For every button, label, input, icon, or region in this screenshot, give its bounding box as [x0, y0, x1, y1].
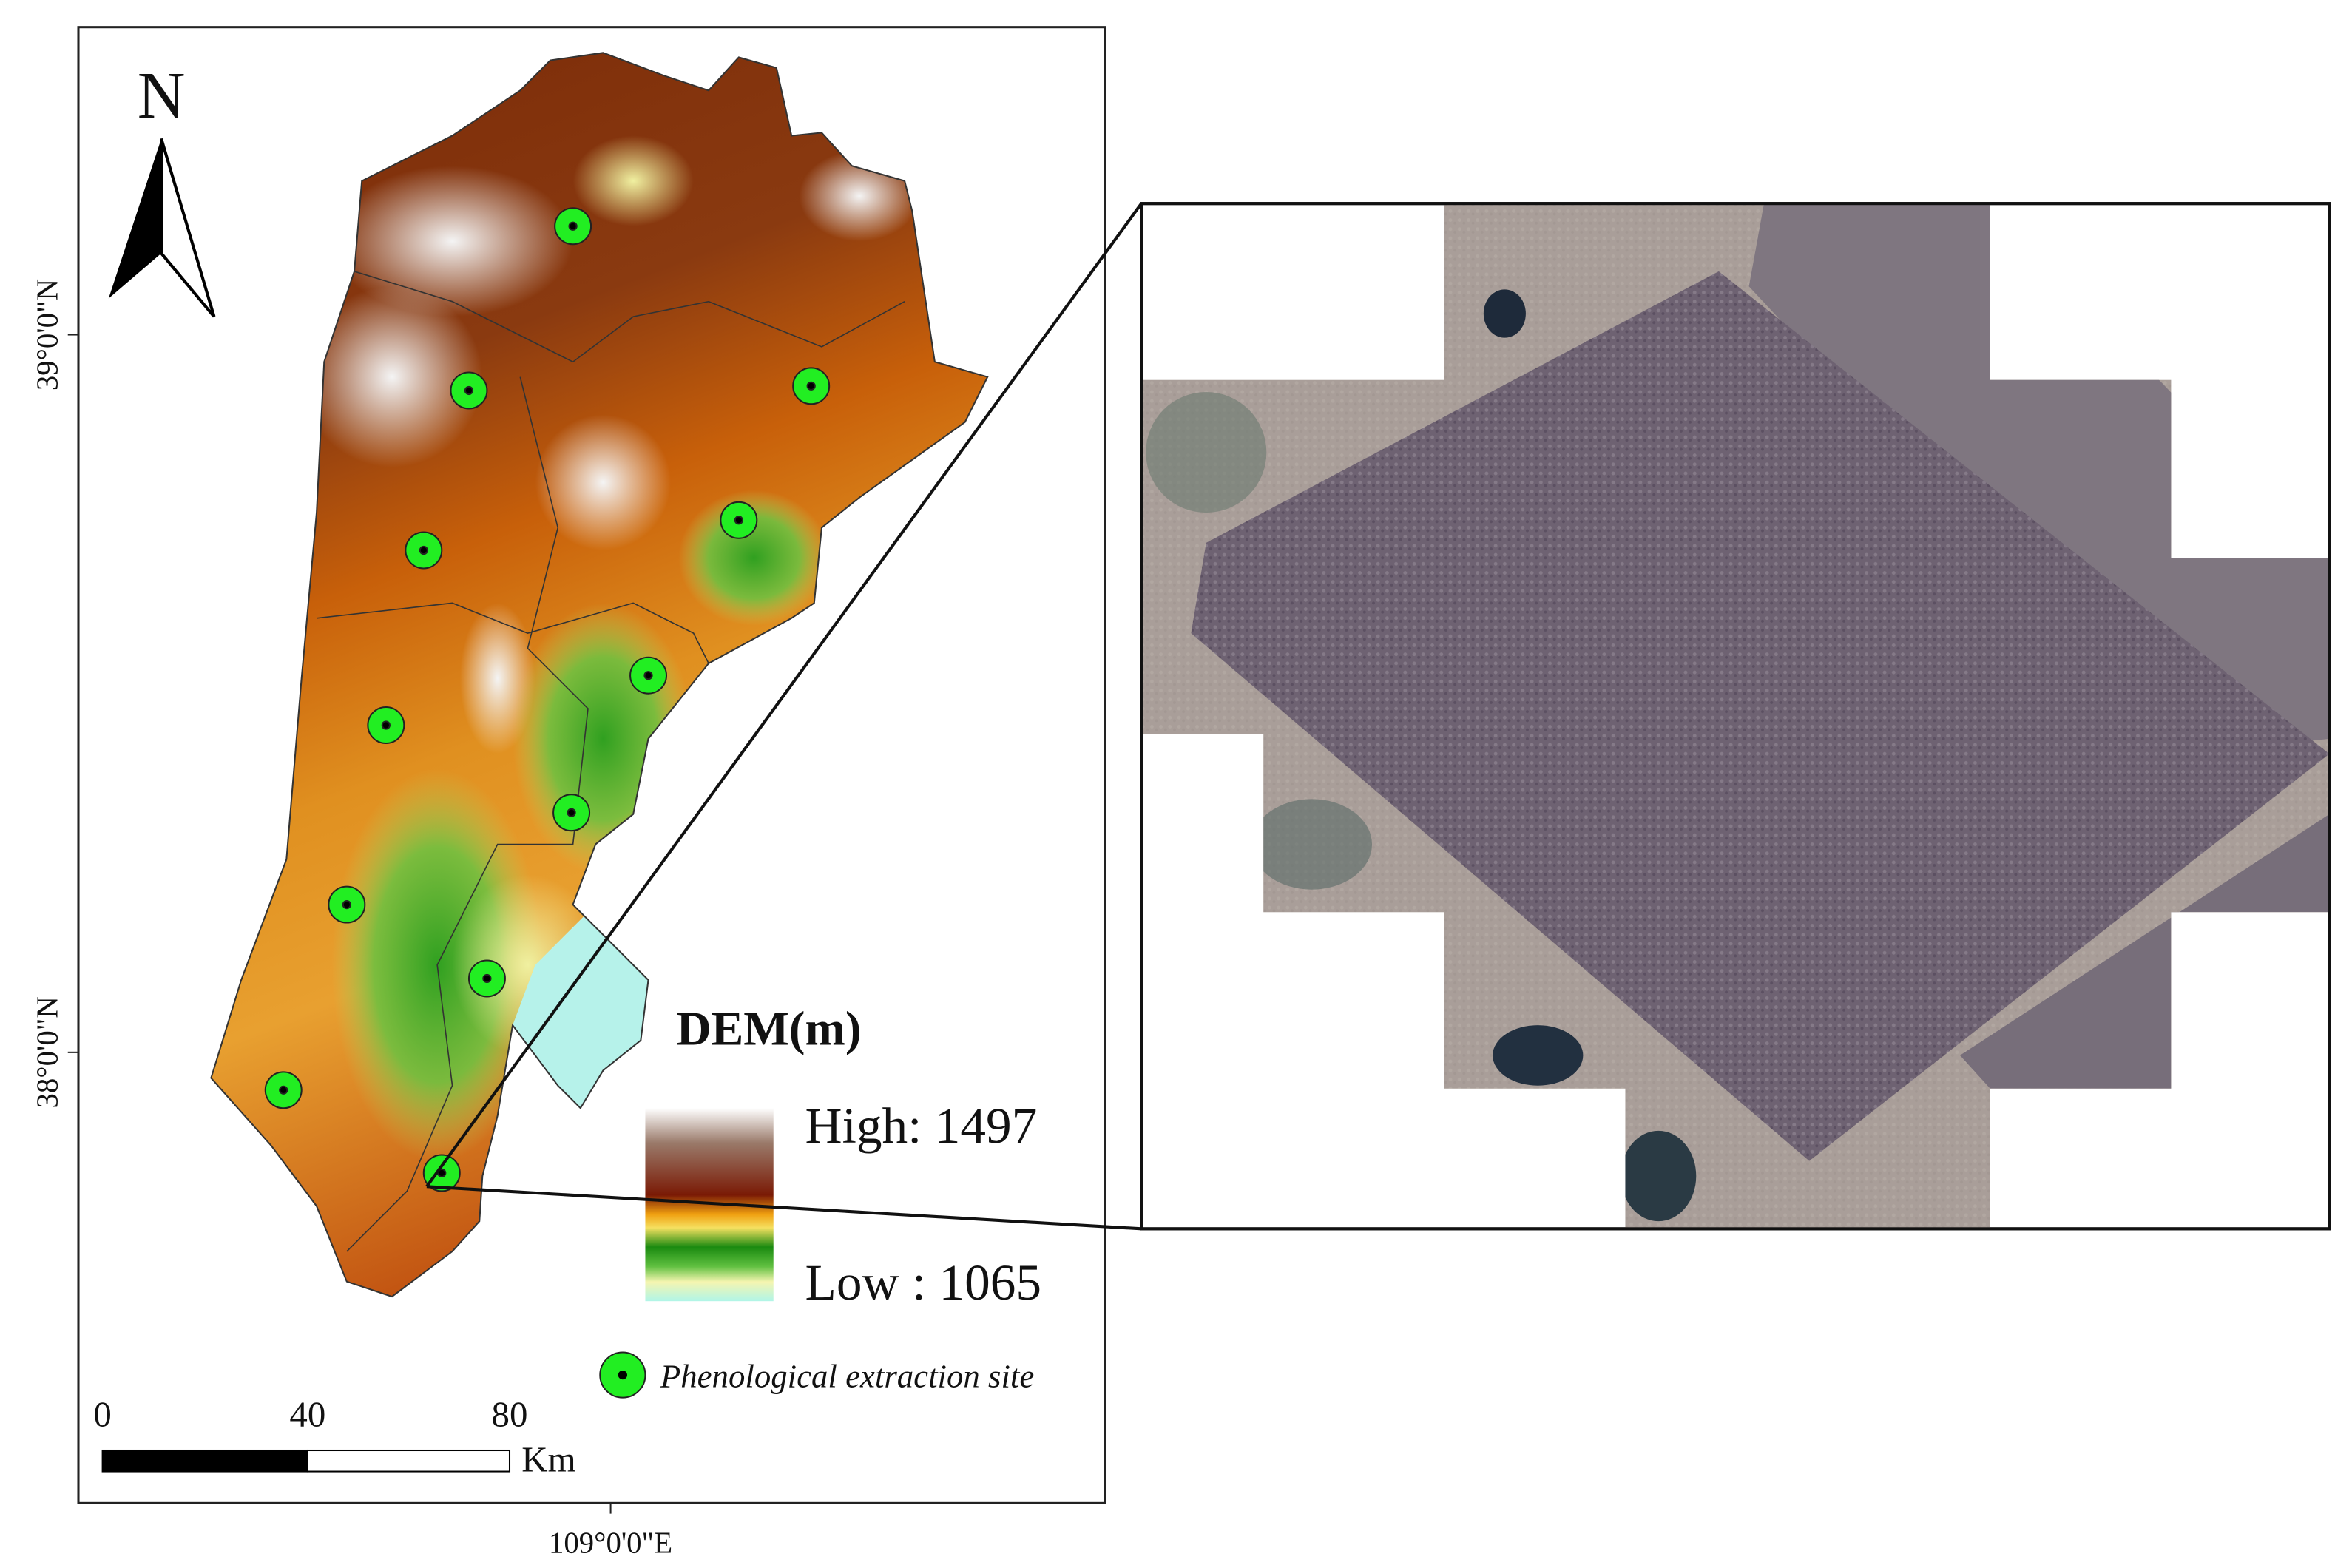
county-boundary	[354, 271, 905, 363]
scale-bar	[101, 1449, 308, 1473]
north-arrow	[160, 138, 216, 318]
legend-title: DEM(m)	[677, 1003, 862, 1056]
zoom-line	[426, 1185, 1142, 1231]
lat-label: 39°0'0"N	[30, 279, 64, 391]
county-boundary	[316, 602, 709, 664]
north-arrow	[108, 138, 162, 299]
scale-label: 0	[93, 1393, 111, 1434]
scale-unit: Km	[521, 1439, 575, 1480]
legend-high: High: 1497	[805, 1097, 1038, 1154]
legend-site-symbol	[618, 1370, 627, 1380]
north-label: N	[138, 59, 186, 132]
legend-low: Low : 1065	[805, 1254, 1042, 1311]
lon-label: 109°0'0"E	[549, 1527, 672, 1560]
zoom-line	[425, 202, 1143, 1188]
scale-bar	[306, 1449, 511, 1473]
county-boundary	[346, 376, 589, 1252]
legend-site-label: Phenological extraction site	[660, 1357, 1034, 1394]
sites	[264, 207, 831, 1192]
inset-border	[1140, 202, 2331, 1231]
lat-label: 38°0'0"N	[30, 996, 64, 1108]
scale-label: 40	[289, 1393, 325, 1434]
scale-label: 80	[492, 1393, 528, 1434]
